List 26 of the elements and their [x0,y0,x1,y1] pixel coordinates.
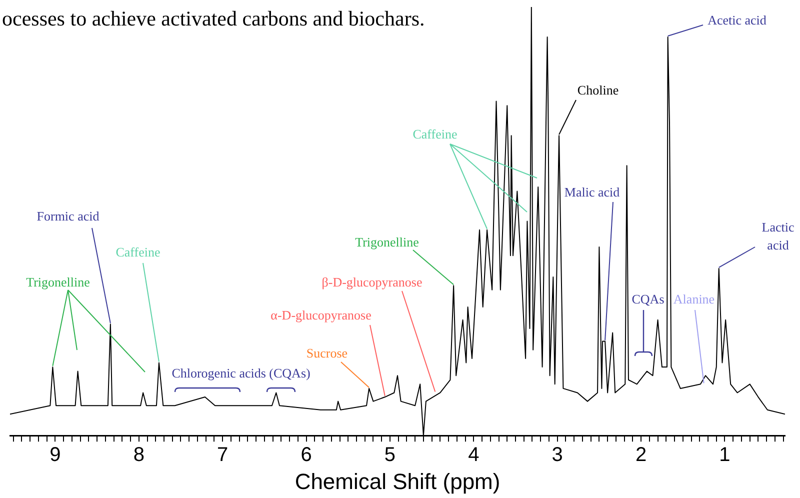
x-tick-label: 6 [300,444,312,466]
annotation: Trigonelline [355,234,420,250]
annotation: Lactic acid [762,219,794,252]
x-tick-label: 7 [217,444,228,466]
annotation: Trigonelline [26,274,90,290]
annotation: Caffeine [412,126,458,142]
x-axis-title: Chemical Shift (ppm) [294,468,500,494]
x-tick-label: 2 [635,444,647,466]
annotation: Caffeine [116,244,160,260]
annotation: Malic acid [564,184,620,200]
annotation: β-D-glucopyranose [322,274,422,290]
annotation: α-D-glucopyranose [270,307,372,322]
annotation: Sucrose [306,345,348,360]
x-tick-label: 4 [468,444,480,466]
annotation: Alanine [673,291,715,306]
annotation: Formic acid [36,208,100,224]
x-tick-label: 8 [133,444,144,466]
annotation: ocesses to achieve activated carbons and biochars. [2,6,425,31]
annotation: Acetic acid [708,12,767,28]
x-tick-label: 9 [50,444,61,466]
x-tick-label: 1 [719,444,730,466]
annotation: Chlorogenic acids (CQAs) [172,365,310,380]
annotation: CQAs [632,291,664,306]
x-tick-label: 3 [552,444,563,466]
annotation: Choline [577,82,619,98]
x-tick-label: 5 [384,444,396,466]
